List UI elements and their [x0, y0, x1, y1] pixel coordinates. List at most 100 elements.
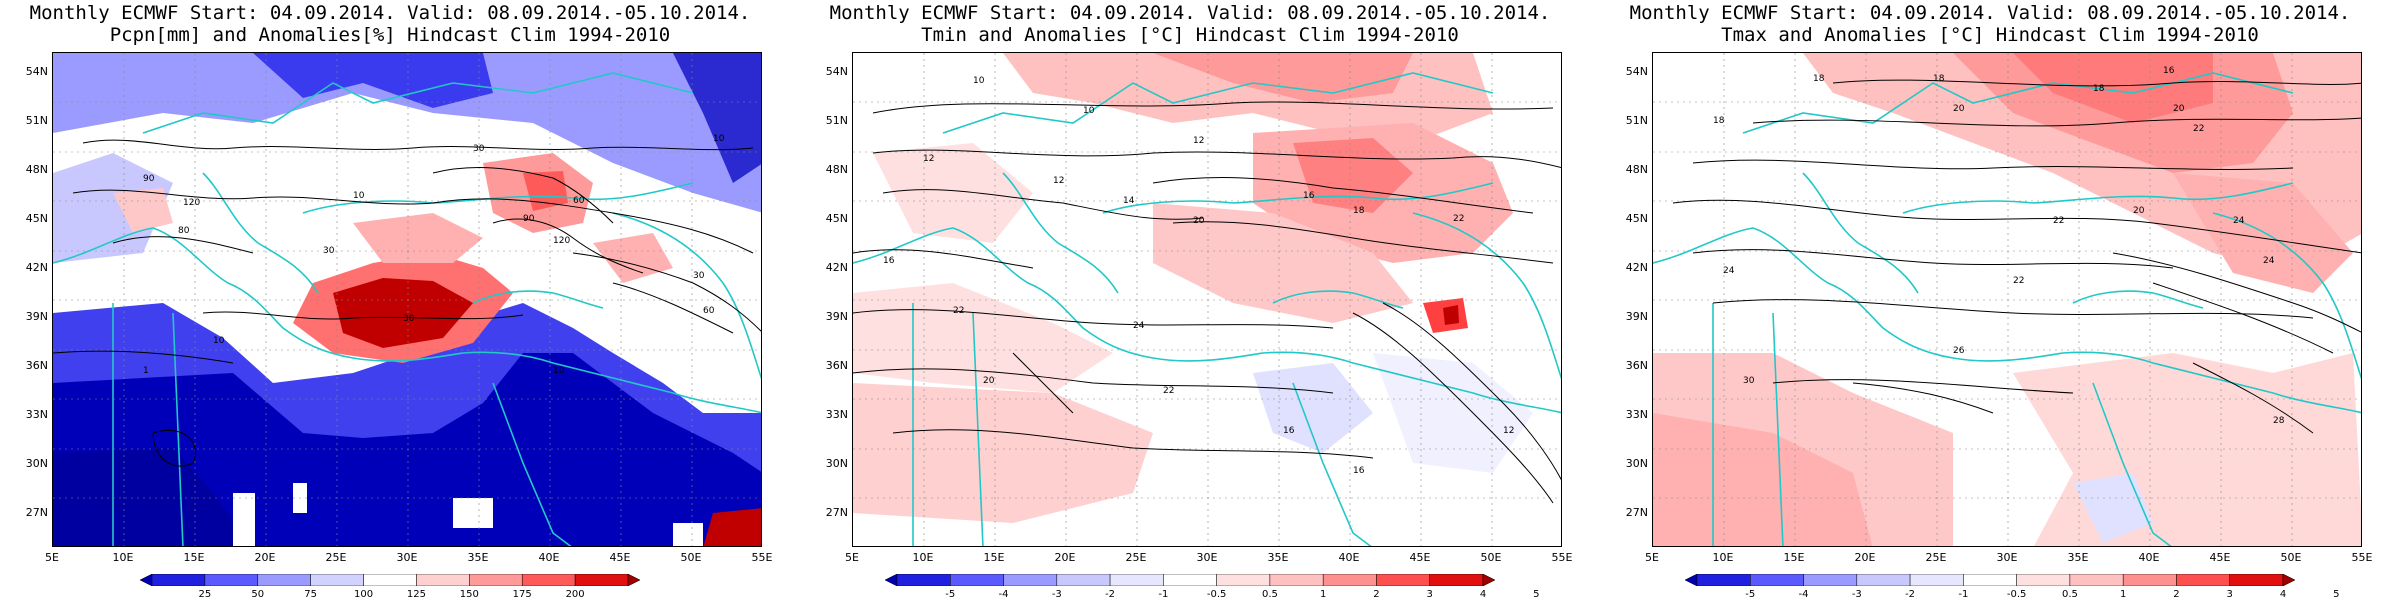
lat-tick-label: 42N [1625, 261, 1648, 274]
svg-text:16: 16 [2163, 66, 2175, 76]
lat-tick-label: 33N [825, 408, 848, 421]
lat-tick-label: 48N [25, 163, 48, 176]
lat-tick-label: 36N [25, 359, 48, 372]
colorbar-tick-label: 2 [2173, 589, 2180, 600]
svg-text:14: 14 [1123, 196, 1135, 206]
lon-tick-label: 20E [1054, 551, 1076, 564]
colorbar-swatch [1803, 574, 1858, 586]
colorbar-swatch [574, 574, 629, 586]
colorbar [140, 574, 640, 586]
colorbar-tick-label: 25 [198, 589, 212, 600]
lon-tick-label: 45E [609, 551, 631, 564]
lat-tick-label: 42N [25, 261, 48, 274]
colorbar-swatch [2069, 574, 2124, 586]
colorbar-swatch [896, 574, 951, 586]
colorbar-swatch [1856, 574, 1911, 586]
svg-text:16: 16 [1303, 191, 1315, 201]
colorbar-tick-label: 100 [354, 589, 374, 600]
colorbar-tick-label: 2 [1373, 589, 1380, 600]
map-canvas: 10 10 12 12 12 14 16 20 18 22 16 22 24 2… [853, 53, 1561, 546]
lon-tick-label: 30E [1196, 551, 1218, 564]
svg-text:90: 90 [523, 214, 535, 224]
panel-title-line1: Monthly ECMWF Start: 04.09.2014. Valid: … [29, 2, 751, 24]
lon-tick-label: 50E [1480, 551, 1502, 564]
lat-tick-label: 54N [1625, 65, 1648, 78]
svg-text:24: 24 [2263, 256, 2275, 266]
lon-tick-label: 5E [45, 551, 59, 564]
colorbar-svg [885, 574, 1495, 586]
svg-text:16: 16 [883, 256, 895, 266]
map-tmin: 10 10 12 12 12 14 16 20 18 22 16 22 24 2… [852, 52, 1562, 547]
colorbar-tick-label: 3 [2226, 589, 2233, 600]
lon-tick-label: 25E [325, 551, 347, 564]
colorbar-swatch [1482, 574, 1495, 586]
lon-tick-label: 5E [845, 551, 859, 564]
svg-text:24: 24 [1723, 266, 1735, 276]
colorbar [1685, 574, 2295, 586]
svg-text:22: 22 [2053, 216, 2064, 226]
lon-tick-label: 10E [112, 551, 134, 564]
lat-tick-label: 45N [25, 212, 48, 225]
lat-tick-label: 30N [1625, 457, 1648, 470]
map-tmax: 18 18 16 20 18 20 22 18 22 20 24 24 24 2… [1652, 52, 2362, 547]
colorbar-swatch [2229, 574, 2284, 586]
lon-tick-label: 35E [1267, 551, 1289, 564]
colorbar-swatch [140, 574, 153, 586]
colorbar-tick-label: 125 [406, 589, 426, 600]
colorbar-tick-label: -4 [1798, 589, 1809, 600]
colorbar-swatch [416, 574, 470, 586]
svg-text:30: 30 [403, 314, 415, 324]
svg-text:20: 20 [983, 376, 995, 386]
panel-title-line1: Monthly ECMWF Start: 04.09.2014. Valid: … [1629, 2, 2351, 24]
svg-text:60: 60 [703, 306, 715, 316]
colorbar-swatch [627, 574, 640, 586]
colorbar-svg [140, 574, 640, 586]
panel-tmax: Monthly ECMWF Start: 04.09.2014. Valid: … [1600, 0, 2380, 600]
lon-tick-label: 35E [2067, 551, 2089, 564]
svg-text:26: 26 [1953, 346, 1965, 356]
svg-text:12: 12 [1193, 136, 1204, 146]
colorbar-tick-label: 5 [1533, 589, 1540, 600]
panel-title-line2: Tmin and Anomalies [°C] Hindcast Clim 19… [921, 24, 1459, 46]
colorbar-tick-label: -3 [1851, 589, 1862, 600]
colorbar-swatch [1685, 574, 1698, 586]
svg-text:10: 10 [973, 76, 985, 86]
lon-tick-label: 30E [396, 551, 418, 564]
svg-text:120: 120 [553, 236, 570, 246]
colorbar-swatch [151, 574, 206, 586]
svg-text:28: 28 [2273, 416, 2285, 426]
colorbar-swatch [363, 574, 417, 586]
colorbar-swatch [1056, 574, 1111, 586]
lon-tick-label: 40E [1338, 551, 1360, 564]
svg-text:80: 80 [178, 226, 190, 236]
colorbar-tick-label: 4 [2279, 589, 2287, 600]
colorbar-swatch [521, 574, 576, 586]
colorbar-tick-label: 0.5 [2061, 589, 2078, 600]
colorbar-tick-label: -3 [1051, 589, 1062, 600]
lat-tick-label: 36N [1625, 359, 1648, 372]
lon-tick-label: 20E [254, 551, 276, 564]
lon-tick-label: 45E [1409, 551, 1431, 564]
svg-text:10: 10 [1083, 106, 1095, 116]
colorbar-swatch [1163, 574, 1217, 586]
lat-tick-label: 45N [825, 212, 848, 225]
svg-text:30: 30 [1743, 376, 1755, 386]
colorbar-swatch [1909, 574, 1964, 586]
lat-tick-label: 45N [1625, 212, 1648, 225]
lon-tick-label: 20E [1854, 551, 1876, 564]
svg-text:18: 18 [2093, 84, 2105, 94]
lon-tick-label: 50E [680, 551, 702, 564]
svg-text:20: 20 [2173, 104, 2185, 114]
colorbar-tick-label: 150 [459, 589, 479, 600]
svg-text:18: 18 [1813, 74, 1825, 84]
svg-text:12: 12 [923, 154, 934, 164]
svg-text:22: 22 [2013, 276, 2024, 286]
colorbar-tick-label: 3 [1426, 589, 1433, 600]
contour-label: 30 [473, 144, 485, 154]
svg-text:30: 30 [323, 246, 335, 256]
svg-text:22: 22 [1163, 386, 1174, 396]
svg-text:20: 20 [1953, 104, 1965, 114]
colorbar-swatch [885, 574, 898, 586]
colorbar-tick-label: -4 [998, 589, 1009, 600]
lon-tick-label: 25E [1925, 551, 1947, 564]
